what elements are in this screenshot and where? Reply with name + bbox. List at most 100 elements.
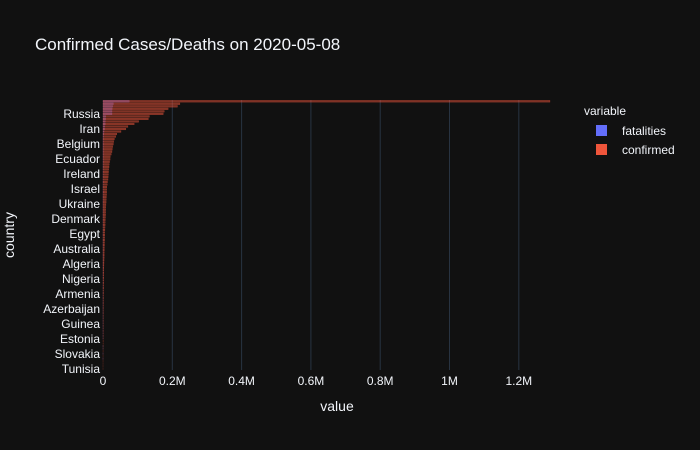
bar-confirmed[interactable] <box>102 120 139 123</box>
y-tick-label: Armenia <box>55 287 100 301</box>
bar-confirmed[interactable] <box>102 249 105 252</box>
bar-confirmed[interactable] <box>102 188 107 191</box>
bar-confirmed[interactable] <box>102 140 114 143</box>
bar-confirmed[interactable] <box>102 244 105 247</box>
bar-confirmed[interactable] <box>102 274 104 277</box>
bar-confirmed[interactable] <box>102 266 105 269</box>
bar-confirmed[interactable] <box>102 115 150 118</box>
bar-confirmed[interactable] <box>102 112 164 115</box>
legend-item-fatalities[interactable]: fatalities <box>596 124 666 138</box>
bar-confirmed[interactable] <box>102 168 109 171</box>
bar-confirmed[interactable] <box>102 186 107 189</box>
bar-confirmed[interactable] <box>102 201 107 204</box>
bar-confirmed[interactable] <box>102 254 105 257</box>
y-tick-label: Azerbaijan <box>43 302 100 316</box>
bar-confirmed[interactable] <box>102 135 116 138</box>
bar-confirmed[interactable] <box>102 178 109 181</box>
bar-confirmed[interactable] <box>102 183 108 186</box>
y-tick-label: Ireland <box>63 167 100 181</box>
legend: variable fatalities confirmed <box>584 104 675 157</box>
y-tick-label: Australia <box>53 242 100 256</box>
x-tick-label: 1.2M <box>505 374 532 388</box>
bar-confirmed[interactable] <box>102 289 104 292</box>
y-tick-label: Egypt <box>69 227 100 241</box>
bar-confirmed[interactable] <box>102 133 118 136</box>
bar-confirmed[interactable] <box>102 105 178 108</box>
x-tick-label: 1M <box>441 374 458 388</box>
bar-confirmed[interactable] <box>102 158 111 161</box>
y-tick-label: Denmark <box>51 212 101 226</box>
bar-confirmed[interactable] <box>102 130 122 133</box>
bar-confirmed[interactable] <box>102 259 105 262</box>
y-tick-label: Ecuador <box>55 152 100 166</box>
bar-confirmed[interactable] <box>102 203 107 206</box>
bar-confirmed[interactable] <box>102 155 111 158</box>
bar-confirmed[interactable] <box>102 153 112 156</box>
bar-confirmed[interactable] <box>102 286 104 290</box>
bar-confirmed[interactable] <box>102 117 149 120</box>
bar-confirmed[interactable] <box>102 276 104 279</box>
bar-confirmed[interactable] <box>102 271 104 274</box>
bar-confirmed[interactable] <box>102 193 107 196</box>
bar-confirmed[interactable] <box>102 269 104 272</box>
y-tick-label: Iran <box>79 122 100 136</box>
bar-confirmed[interactable] <box>102 246 105 249</box>
bar-confirmed[interactable] <box>102 145 113 148</box>
bar-confirmed[interactable] <box>102 180 108 184</box>
y-tick-label: Belgium <box>57 137 100 151</box>
bar-confirmed[interactable] <box>102 102 181 105</box>
y-tick-label: Estonia <box>60 332 100 346</box>
bars <box>102 100 551 370</box>
x-tick-label: 0.2M <box>159 374 186 388</box>
bar-confirmed[interactable] <box>102 239 105 242</box>
legend-title: variable <box>584 104 626 118</box>
bar-confirmed[interactable] <box>102 173 109 176</box>
bar-confirmed[interactable] <box>102 211 106 214</box>
bar-confirmed[interactable] <box>102 221 106 224</box>
x-axis-title: value <box>320 398 354 414</box>
bar-confirmed[interactable] <box>102 223 106 226</box>
bar-confirmed[interactable] <box>102 216 106 219</box>
bar-confirmed[interactable] <box>102 148 113 151</box>
bar-confirmed[interactable] <box>102 261 105 264</box>
x-axis-ticks: 0 0.2M 0.4M 0.6M 0.8M 1M 1.2M <box>100 374 533 388</box>
bar-confirmed[interactable] <box>102 175 109 178</box>
bar-confirmed[interactable] <box>102 284 104 287</box>
bar-confirmed[interactable] <box>102 281 104 284</box>
bar-confirmed[interactable] <box>102 110 165 113</box>
bar-confirmed[interactable] <box>102 198 107 201</box>
bar-confirmed[interactable] <box>102 226 106 229</box>
legend-item-confirmed[interactable]: confirmed <box>596 143 675 157</box>
bar-confirmed[interactable] <box>102 213 106 216</box>
bar-confirmed[interactable] <box>102 107 169 110</box>
bar-confirmed[interactable] <box>102 241 105 244</box>
bar-confirmed[interactable] <box>102 231 105 234</box>
bar-confirmed[interactable] <box>102 127 127 131</box>
bar-confirmed[interactable] <box>102 150 113 153</box>
bar-confirmed[interactable] <box>102 143 114 146</box>
bar-confirmed[interactable] <box>102 236 105 239</box>
bar-confirmed[interactable] <box>102 125 129 128</box>
bar-confirmed[interactable] <box>102 251 105 254</box>
bar-confirmed[interactable] <box>102 256 105 259</box>
bar-confirmed[interactable] <box>102 100 551 103</box>
bar-confirmed[interactable] <box>102 165 110 168</box>
bar-confirmed[interactable] <box>102 170 109 173</box>
bar-confirmed[interactable] <box>102 228 106 231</box>
chart-title: Confirmed Cases/Deaths on 2020-05-08 <box>35 35 340 54</box>
bar-confirmed[interactable] <box>102 279 104 282</box>
y-tick-label: Algeria <box>63 257 101 271</box>
bar-confirmed[interactable] <box>102 160 110 163</box>
bar-confirmed[interactable] <box>102 163 110 166</box>
bar-confirmed[interactable] <box>102 264 105 267</box>
bar-confirmed[interactable] <box>102 122 135 126</box>
bar-confirmed[interactable] <box>102 191 107 194</box>
bar-confirmed[interactable] <box>102 218 106 221</box>
bar-confirmed[interactable] <box>102 206 106 209</box>
bar-confirmed[interactable] <box>102 208 106 211</box>
bar-confirmed[interactable] <box>102 233 105 237</box>
bar-confirmed[interactable] <box>102 138 115 141</box>
x-tick-label: 0.8M <box>367 374 394 388</box>
bar-confirmed[interactable] <box>102 196 107 199</box>
